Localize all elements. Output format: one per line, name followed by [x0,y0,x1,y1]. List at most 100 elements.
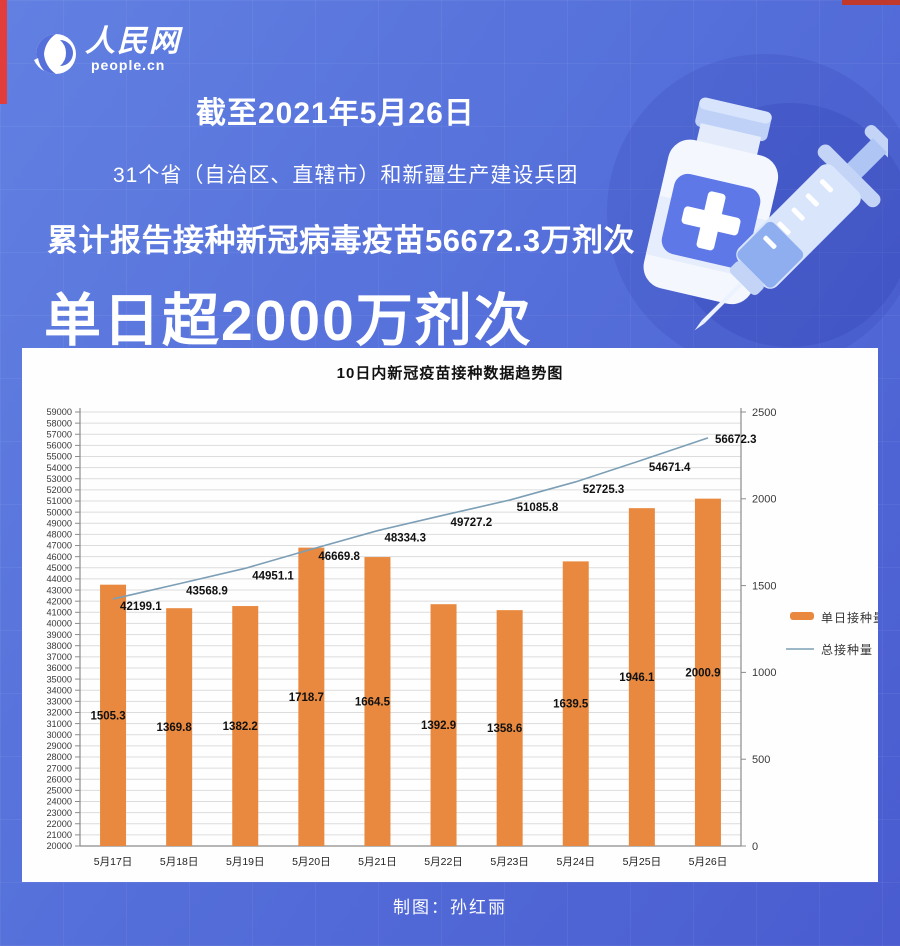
bar-value-label: 1718.7 [289,692,324,704]
main-headline: 单日超2000万剂次 [44,289,533,353]
line-value-label: 51085.8 [517,502,559,514]
legend-bar-label: 单日接种量 [821,610,878,625]
left-axis-label: 24000 [46,797,72,807]
credit-line: 制图：孙红丽 [393,898,507,917]
left-axis-label: 41000 [46,608,72,618]
left-axis-label: 44000 [46,574,72,584]
x-axis-label: 5月18日 [160,856,199,868]
left-axis-label: 50000 [46,507,72,517]
logo-cn-text: 人民网 [85,25,181,58]
report-scope: 31个省（自治区、直辖市）和新疆生产建设兵团 [113,164,579,187]
left-axis-label: 55000 [46,452,72,462]
bar-value-label: 1392.9 [421,720,456,732]
left-axis-label: 57000 [46,429,72,439]
line-series [112,437,709,600]
legend-line-label: 总接种量 [821,642,873,657]
left-axis-label: 52000 [46,485,72,495]
bar [628,508,655,846]
left-axis-label: 25000 [46,786,72,796]
bar [364,557,391,846]
bar-value-label: 1946.1 [619,672,655,684]
left-axis-label: 46000 [46,552,72,562]
left-axis-label: 47000 [46,541,72,551]
vaccine-syringe-illustration [643,97,888,331]
x-axis-label: 5月25日 [623,856,662,868]
bar [496,610,523,846]
line-value-label: 46669.8 [318,551,360,563]
line-value-label: 49727.2 [451,517,493,529]
left-axis-label: 58000 [46,418,72,428]
red-corner-accent-top [842,0,900,5]
right-axis-label: 2500 [752,407,776,419]
bar [694,498,721,846]
left-axis-label: 59000 [46,407,72,417]
line-value-label: 54671.4 [649,462,691,474]
left-axis-label: 40000 [46,619,72,629]
left-axis-label: 37000 [46,652,72,662]
x-axis-label: 5月22日 [424,856,463,868]
people-cn-swirl-icon [34,34,76,74]
left-axis-label: 22000 [46,819,72,829]
bar-value-label: 1358.6 [487,723,522,735]
left-axis-label: 21000 [46,830,72,840]
right-axis-label: 1000 [752,667,776,679]
left-axis-label: 23000 [46,808,72,818]
right-axis-label: 0 [752,841,758,853]
right-axis-label: 500 [752,754,770,766]
left-axis-label: 45000 [46,563,72,573]
left-axis-label: 48000 [46,530,72,540]
bar [430,604,457,846]
chart-title: 10日内新冠疫苗接种数据趋势图 [336,365,564,382]
left-axis-label: 34000 [46,685,72,695]
bar [100,584,127,846]
line-value-label: 44951.1 [252,570,294,582]
bar-value-label: 1664.5 [355,697,391,709]
left-axis-label: 42000 [46,596,72,606]
left-axis-label: 51000 [46,496,72,506]
left-axis-label: 31000 [46,719,72,729]
bar-value-label: 1639.5 [553,699,589,711]
line-value-label: 56672.3 [715,434,757,446]
as-of-date: 截至2021年5月26日 [196,97,475,130]
left-axis-label: 33000 [46,697,72,707]
left-axis-label: 53000 [46,474,72,484]
chart-svg: 2000021000220002300024000250002600027000… [46,407,878,868]
logo-en-text: people.cn [91,57,166,73]
x-axis-label: 5月17日 [94,856,133,868]
x-axis-label: 5月19日 [226,856,265,868]
line-value-label: 48334.3 [384,533,426,545]
right-axis-label: 2000 [752,494,776,506]
people-cn-logo: 人民网 people.cn [30,26,181,78]
line-value-label: 52725.3 [583,484,625,496]
left-axis-label: 32000 [46,708,72,718]
line-value-label: 43568.9 [186,586,228,598]
left-axis-label: 43000 [46,585,72,595]
bar-value-label: 2000.9 [685,667,720,679]
left-axis-label: 26000 [46,774,72,784]
left-axis-label: 27000 [46,763,72,773]
cumulative-total-line: 累计报告接种新冠病毒疫苗56672.3万剂次 [47,223,636,258]
red-corner-accent-left [0,0,7,104]
left-axis-label: 20000 [46,841,72,851]
bar [562,561,589,846]
left-axis-label: 29000 [46,741,72,751]
syringe-icon [694,125,888,331]
bar [166,608,193,846]
chart-panel: 20000 21000 22000 23000 24000 25000 26000 27000… [22,348,878,882]
left-axis-label: 36000 [46,663,72,673]
x-axis-label: 5月26日 [689,856,728,868]
headline-banner: 截至2021年5月26日 31个省（自治区、直辖市）和新疆生产建设兵团 累计报告… [0,88,660,357]
bar-value-label: 1505.3 [90,710,125,722]
x-axis-label: 5月21日 [358,856,397,868]
bar [298,547,325,846]
left-axis-label: 35000 [46,674,72,684]
bar-value-label: 1369.8 [157,722,193,734]
x-axis-label: 5月24日 [556,856,595,868]
left-axis-label: 56000 [46,441,72,451]
left-axis-label: 30000 [46,730,72,740]
left-axis-label: 38000 [46,641,72,651]
left-axis-label: 39000 [46,630,72,640]
line-value-label: 42199.1 [120,601,162,613]
x-axis-label: 5月23日 [490,856,529,868]
legend-bar-swatch [790,612,814,620]
